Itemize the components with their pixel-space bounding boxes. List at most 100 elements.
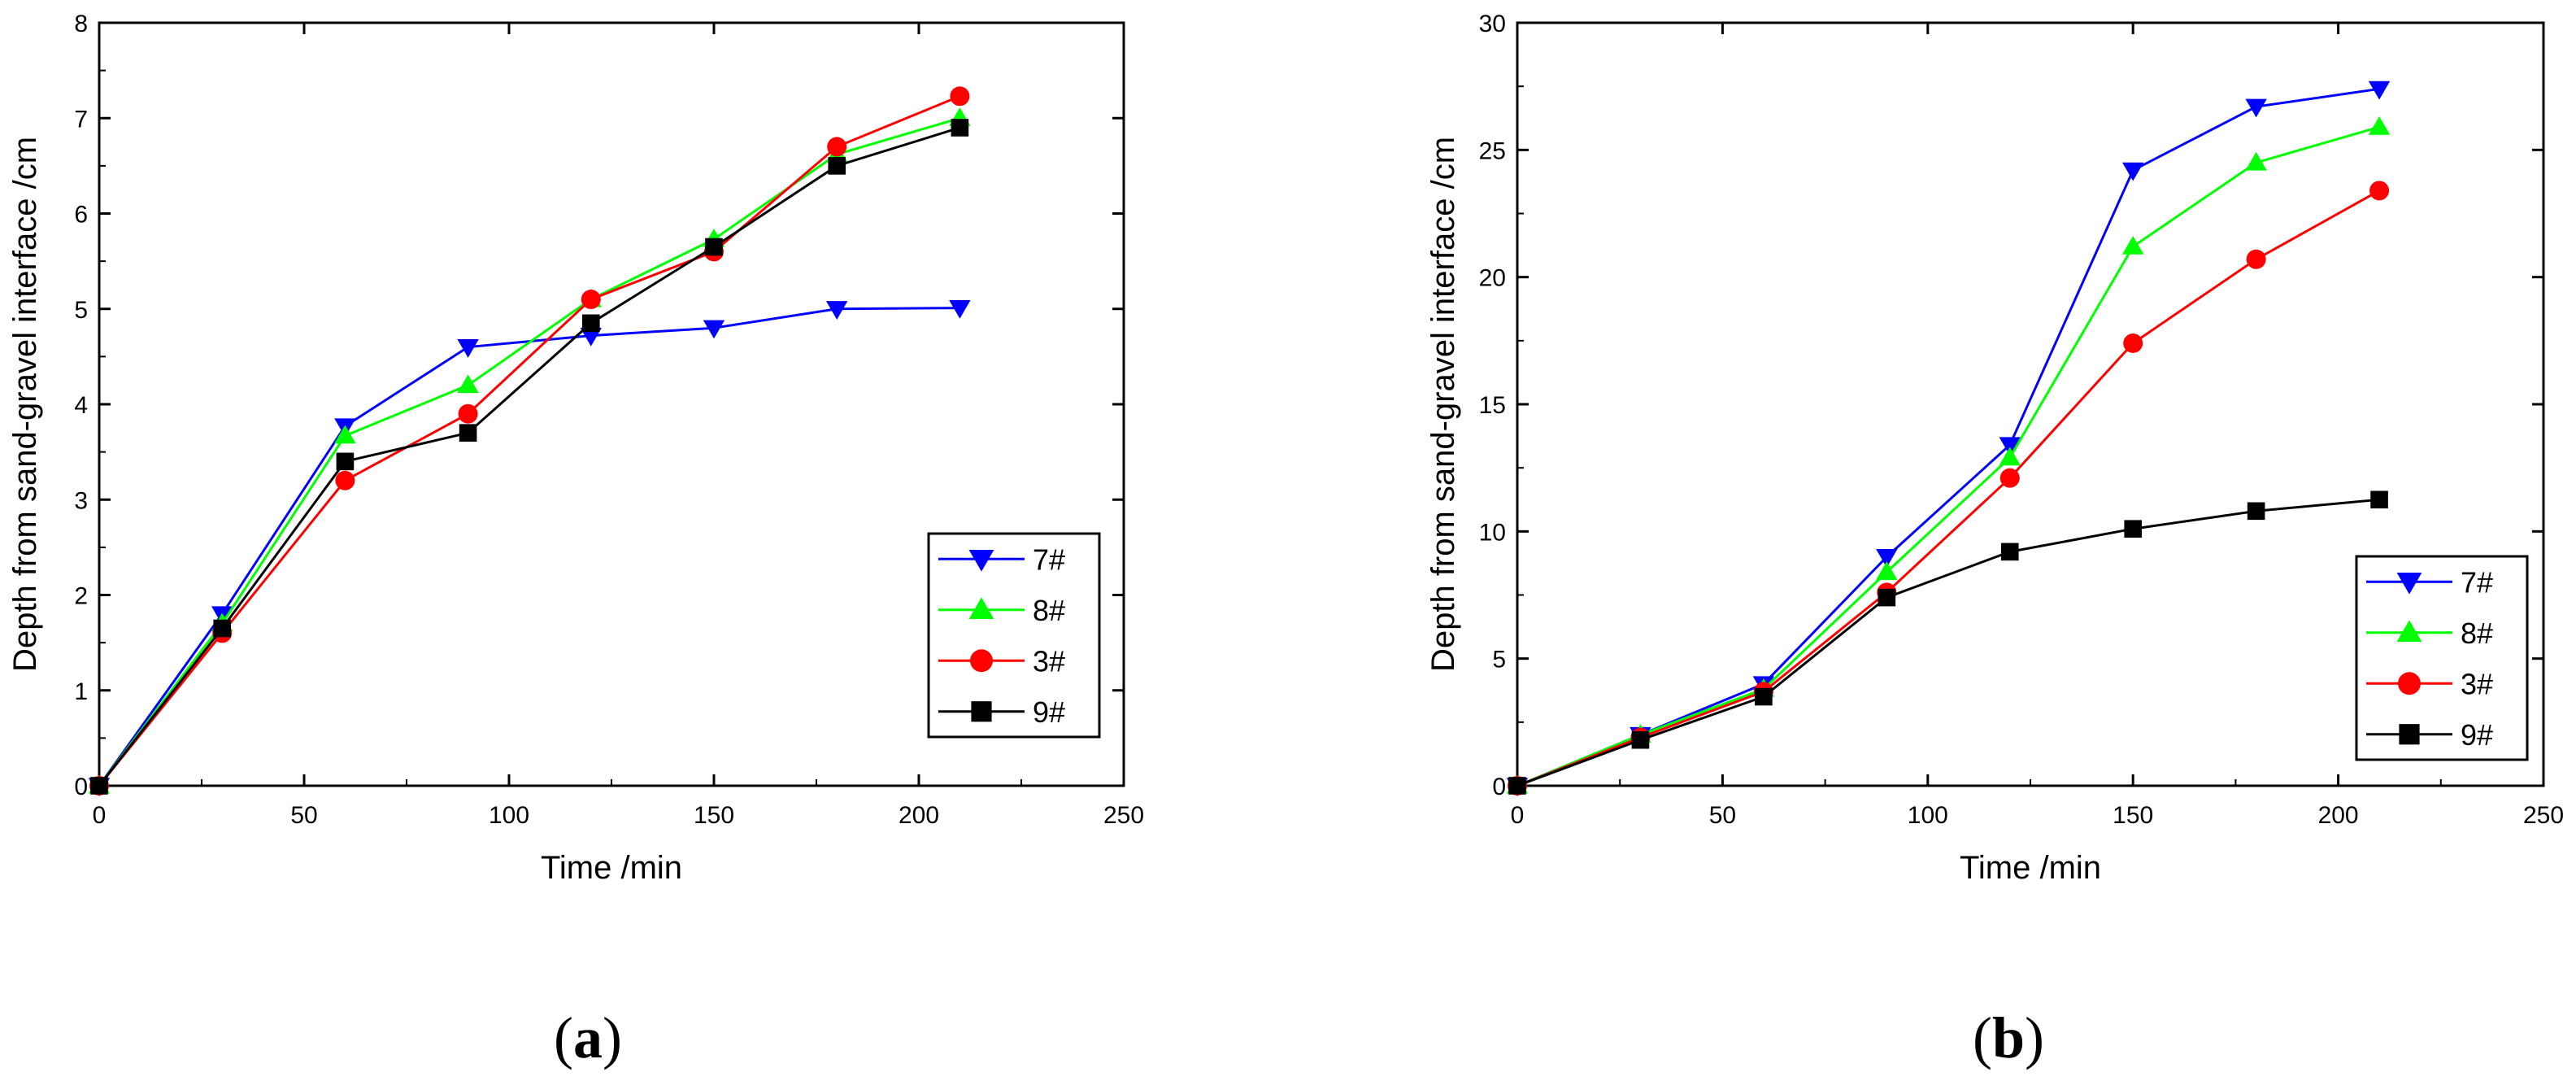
legend-entry-9#: 9# [2366,718,2493,752]
data-point-8# [334,425,356,444]
data-point-9# [1878,588,1896,607]
x-tick-label: 50 [1709,802,1736,829]
y-tick-label: 15 [1479,392,1506,419]
panel-caption-a: (a) [554,1005,622,1070]
y-tick-label: 5 [74,297,88,324]
data-point-7# [580,327,602,347]
data-point-9# [582,314,600,333]
x-tick-label: 50 [290,802,317,829]
data-point-7# [1876,549,1898,568]
series-line-8# [98,116,960,787]
legend-entry-7#: 7# [938,543,1065,576]
legend-label: 9# [2461,718,2493,752]
y-tick-label: 5 [1492,647,1506,673]
x-axis-label: Time /min [1960,850,2101,886]
x-tick-label: 200 [899,802,939,829]
data-point-8# [2245,151,2267,171]
series-8# [1506,116,2391,794]
data-point-9# [1631,730,1650,749]
y-tick-label: 10 [1479,519,1506,546]
series-7# [1506,81,2391,797]
legend-entry-9#: 9# [938,695,1065,729]
data-point-7# [2368,81,2391,100]
data-point-8# [2122,235,2144,255]
series-3# [1508,181,2390,795]
legend-entry-8#: 8# [938,594,1065,627]
data-point-7# [2122,162,2144,181]
legend-label: 8# [1033,594,1065,627]
data-point-9# [1755,687,1773,706]
legend: 7# 8# 3# 9# [927,532,1101,739]
legend-label: 3# [2461,667,2493,700]
x-axis-label: Time /min [541,850,682,886]
x-tick-label: 0 [1511,802,1525,829]
legend-marker [968,597,994,619]
series-line-9# [1516,498,2380,787]
legend-marker [2399,724,2420,745]
y-tick-label: 0 [1492,774,1506,800]
legend-marker [2396,573,2422,595]
legend-marker [968,550,994,572]
series-line-9# [98,126,960,787]
y-tick-label: 30 [1479,11,1506,37]
legend-label: 3# [1033,644,1065,678]
data-point-7# [2245,98,2267,118]
y-tick-label: 6 [74,202,88,229]
data-point-9# [336,452,355,471]
y-axis-label: Depth from sand-gravel interface /cm [7,137,43,672]
legend-label: 8# [2461,617,2493,650]
chart-panel-b: 0 50 100 150 200 250 0 5 10 15 20 25 30 Time /min Dept… [1425,11,2564,1070]
data-point-9# [2247,502,2265,521]
legend-marker [2396,620,2422,642]
data-point-3# [2246,249,2266,269]
legend-marker [971,701,992,722]
x-tick-label: 250 [1103,802,1144,829]
data-point-7# [703,320,725,339]
y-tick-label: 4 [74,392,88,419]
data-point-3# [827,137,847,157]
data-point-9# [2000,543,2019,561]
legend-marker [970,649,993,673]
series-line-3# [98,94,960,787]
y-tick-label: 2 [74,583,88,610]
legend-label: 7# [2461,565,2493,599]
data-point-9# [213,619,231,638]
data-point-3# [950,86,970,107]
y-tick-label: 8 [74,11,88,37]
data-point-7# [826,301,848,320]
data-point-7# [1999,437,2021,456]
data-point-8# [457,374,479,394]
y-tick-label: 25 [1479,137,1506,164]
x-tick-label: 150 [694,802,734,829]
series-line-7# [1516,87,2380,787]
data-point-9# [1508,777,1526,795]
legend-entry-8#: 8# [2366,617,2493,650]
y-tick-label: 0 [74,774,88,800]
data-point-3# [2369,181,2390,201]
data-point-3# [335,470,355,490]
data-point-9# [705,238,723,256]
series-7# [88,299,971,797]
legend-box [927,532,1101,739]
data-point-9# [459,424,477,442]
x-tick-label: 100 [489,802,529,829]
x-tick-label: 250 [2523,802,2564,829]
legend-entry-7#: 7# [2366,565,2493,599]
series-3# [89,86,970,795]
legend-marker [2398,672,2421,695]
data-point-9# [90,777,108,795]
x-tick-label: 150 [2113,802,2153,829]
legend-label: 9# [1033,695,1065,729]
series-9# [1508,490,2388,795]
data-point-3# [458,403,478,424]
x-tick-label: 0 [93,802,107,829]
data-point-9# [2370,490,2388,509]
data-point-9# [828,157,846,175]
data-point-3# [1999,468,2020,488]
data-point-7# [457,339,479,358]
data-point-9# [951,119,969,137]
legend-label: 7# [1033,543,1065,576]
data-point-7# [949,299,971,319]
y-tick-label: 7 [74,106,88,133]
